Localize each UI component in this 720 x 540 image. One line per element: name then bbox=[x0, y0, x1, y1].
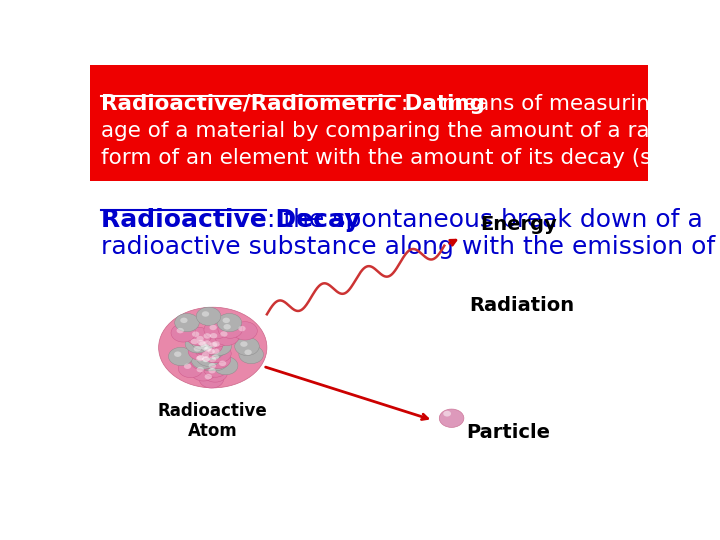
Circle shape bbox=[175, 313, 199, 332]
Circle shape bbox=[235, 337, 259, 355]
Circle shape bbox=[197, 352, 222, 370]
Circle shape bbox=[207, 337, 232, 355]
Circle shape bbox=[439, 409, 464, 427]
Circle shape bbox=[195, 340, 220, 359]
Circle shape bbox=[207, 345, 231, 363]
Circle shape bbox=[192, 351, 216, 369]
Circle shape bbox=[202, 311, 210, 317]
Circle shape bbox=[204, 346, 212, 351]
Circle shape bbox=[223, 324, 231, 329]
Circle shape bbox=[210, 333, 217, 339]
Circle shape bbox=[207, 349, 215, 354]
Text: Radioactive
Atom: Radioactive Atom bbox=[158, 402, 268, 441]
Text: Radiation: Radiation bbox=[469, 296, 575, 315]
Circle shape bbox=[191, 339, 198, 345]
Circle shape bbox=[199, 341, 207, 347]
Text: :  a means of measuring the absolute: : a means of measuring the absolute bbox=[401, 94, 720, 114]
Circle shape bbox=[198, 329, 222, 347]
Circle shape bbox=[194, 337, 218, 355]
Circle shape bbox=[210, 342, 217, 348]
Circle shape bbox=[208, 368, 216, 374]
Circle shape bbox=[186, 327, 211, 346]
Circle shape bbox=[179, 359, 203, 377]
Text: Radioactive/Radiometric Dating: Radioactive/Radiometric Dating bbox=[101, 94, 485, 114]
Text: radioactive substance along with the emission of radiation: radioactive substance along with the emi… bbox=[101, 235, 720, 259]
Circle shape bbox=[192, 332, 199, 337]
Circle shape bbox=[197, 336, 204, 341]
Circle shape bbox=[171, 324, 196, 342]
Circle shape bbox=[204, 338, 229, 356]
Circle shape bbox=[197, 355, 204, 360]
Circle shape bbox=[176, 328, 184, 333]
Circle shape bbox=[202, 356, 210, 362]
Circle shape bbox=[158, 307, 267, 388]
Circle shape bbox=[209, 363, 216, 368]
Circle shape bbox=[233, 322, 257, 340]
Circle shape bbox=[180, 318, 188, 323]
Circle shape bbox=[168, 347, 193, 366]
Circle shape bbox=[217, 314, 242, 332]
Text: age of a material by comparing the amount of a radioactive (unstable): age of a material by comparing the amoun… bbox=[101, 121, 720, 141]
Circle shape bbox=[204, 329, 229, 347]
Circle shape bbox=[222, 318, 230, 323]
Circle shape bbox=[202, 345, 227, 363]
Circle shape bbox=[198, 342, 222, 361]
Text: : the spontaneous break down of a: : the spontaneous break down of a bbox=[267, 208, 703, 232]
Circle shape bbox=[192, 336, 217, 354]
Circle shape bbox=[204, 321, 228, 339]
Circle shape bbox=[218, 320, 243, 338]
Circle shape bbox=[184, 363, 192, 369]
Text: form of an element with the amount of its decay (stable) element: form of an element with the amount of it… bbox=[101, 148, 720, 168]
Text: Radioactive Decay: Radioactive Decay bbox=[101, 208, 361, 232]
Circle shape bbox=[210, 325, 217, 330]
Circle shape bbox=[238, 326, 246, 332]
Circle shape bbox=[197, 353, 221, 371]
Circle shape bbox=[212, 354, 219, 360]
Circle shape bbox=[202, 357, 210, 362]
Circle shape bbox=[185, 335, 210, 353]
Circle shape bbox=[203, 364, 228, 382]
Circle shape bbox=[212, 341, 220, 347]
Circle shape bbox=[199, 370, 224, 388]
Circle shape bbox=[206, 350, 230, 368]
Bar bbox=[90, 65, 648, 181]
Circle shape bbox=[204, 340, 211, 346]
Circle shape bbox=[220, 331, 228, 337]
Circle shape bbox=[191, 332, 215, 350]
Circle shape bbox=[191, 363, 215, 381]
Circle shape bbox=[240, 341, 248, 347]
Circle shape bbox=[209, 356, 216, 362]
Circle shape bbox=[190, 352, 215, 370]
Circle shape bbox=[204, 333, 211, 339]
Circle shape bbox=[194, 346, 201, 352]
Text: Particle: Particle bbox=[467, 423, 551, 442]
Circle shape bbox=[213, 356, 238, 375]
Circle shape bbox=[204, 374, 212, 380]
Circle shape bbox=[197, 307, 221, 326]
Circle shape bbox=[199, 341, 224, 360]
Circle shape bbox=[174, 352, 181, 357]
Circle shape bbox=[197, 367, 204, 372]
Circle shape bbox=[239, 346, 264, 363]
Circle shape bbox=[203, 359, 228, 377]
Circle shape bbox=[188, 342, 212, 360]
Circle shape bbox=[215, 327, 239, 346]
Circle shape bbox=[198, 336, 222, 355]
Circle shape bbox=[444, 411, 451, 416]
Circle shape bbox=[212, 348, 220, 354]
Circle shape bbox=[204, 347, 211, 352]
Circle shape bbox=[200, 345, 208, 350]
Circle shape bbox=[203, 353, 228, 371]
Circle shape bbox=[219, 361, 226, 366]
Circle shape bbox=[197, 340, 204, 345]
Circle shape bbox=[197, 348, 221, 366]
Circle shape bbox=[196, 356, 203, 361]
Circle shape bbox=[202, 352, 210, 357]
Circle shape bbox=[244, 349, 252, 355]
Text: Energy: Energy bbox=[481, 215, 557, 234]
